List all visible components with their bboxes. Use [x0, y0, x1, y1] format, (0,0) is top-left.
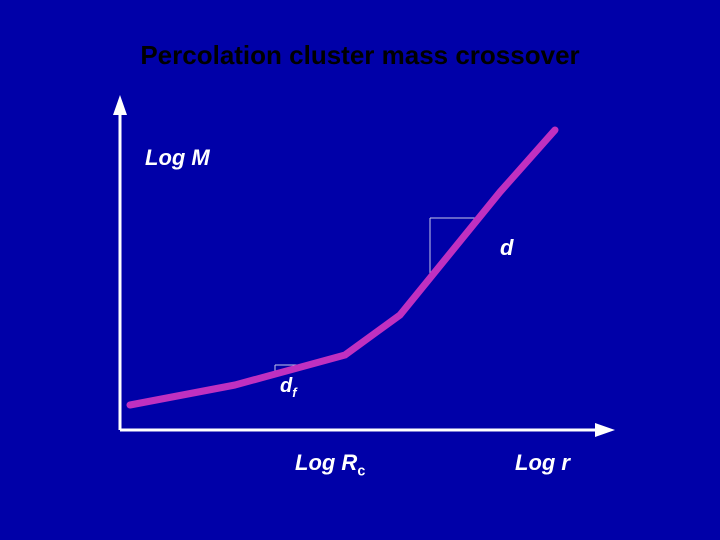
slide-canvas: Percolation cluster mass crossover Log M…: [0, 0, 720, 540]
slope-markers: [275, 218, 480, 373]
slope-label-df: df: [280, 375, 297, 400]
x-axis-label: Log r: [515, 450, 570, 476]
mass-curve: [130, 130, 555, 405]
slope-label-d: d: [500, 235, 513, 261]
x-axis-tick-rc: Log Rc: [295, 450, 365, 479]
y-axis-label: Log M: [145, 145, 210, 171]
